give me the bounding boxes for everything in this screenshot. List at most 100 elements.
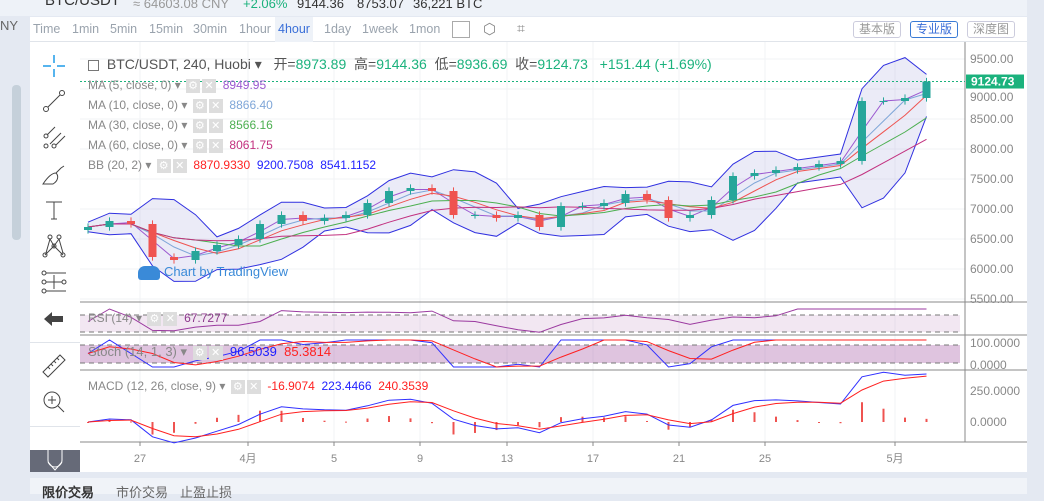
high-value: 9144.36 bbox=[376, 56, 427, 72]
trend-line-icon[interactable] bbox=[40, 87, 68, 115]
tab-market[interactable]: 市价交易 bbox=[116, 485, 169, 500]
timeframe-4hour[interactable]: 4hour bbox=[275, 17, 313, 42]
view-button-0[interactable]: 基本版 bbox=[853, 21, 902, 38]
timeframe-5min[interactable]: 5min bbox=[110, 22, 138, 36]
ticker-bar: NY BTC/USDT ≈ 64603.08 CNY +2.06% 9144.3… bbox=[0, 0, 1027, 33]
bollinger-upper bbox=[87, 57, 927, 238]
back-arrow-icon[interactable] bbox=[40, 305, 68, 333]
candle-body bbox=[406, 188, 415, 191]
tab-limit[interactable]: 限价交易 bbox=[42, 485, 95, 500]
pattern-icon[interactable] bbox=[40, 232, 68, 260]
candle-body bbox=[535, 215, 544, 227]
candle-body bbox=[213, 245, 221, 251]
tradingview-watermark[interactable]: Chart by TradingView bbox=[138, 264, 288, 280]
date-tick-label: 25 bbox=[759, 453, 771, 465]
crosshair-icon[interactable] bbox=[40, 52, 68, 80]
macd-histogram-bar bbox=[775, 416, 777, 422]
chart-canvas[interactable]: 9500.00 9000.00 8500.00 8000.00 7500.00 7000.… bbox=[80, 42, 1027, 472]
candle-body bbox=[621, 194, 630, 203]
timeframe-30min[interactable]: 30min bbox=[193, 22, 228, 36]
candle-body bbox=[793, 167, 802, 170]
symbol-title[interactable]: BTC/USDT, 240, Huobi bbox=[106, 56, 251, 72]
settings-icon[interactable]: ⚙ bbox=[192, 98, 207, 113]
tab-stop[interactable]: 止盈止损 bbox=[180, 485, 233, 500]
macd-histogram-bar bbox=[194, 422, 197, 424]
close-icon[interactable]: ✕ bbox=[202, 78, 217, 93]
macd-histogram-bar bbox=[882, 408, 885, 422]
close-icon[interactable]: ✕ bbox=[208, 98, 223, 113]
ticker-change: +2.06% bbox=[243, 0, 288, 11]
macd-histogram-bar bbox=[689, 422, 691, 428]
ma60-line bbox=[87, 138, 927, 242]
close-icon[interactable]: ✕ bbox=[208, 138, 223, 153]
view-button-2[interactable]: 深度图 bbox=[967, 21, 1016, 38]
macd-histogram-bar bbox=[216, 417, 218, 422]
settings-icon[interactable]: ⚙ bbox=[230, 379, 245, 394]
settings-icon[interactable]: ⚙ bbox=[147, 311, 162, 326]
price-tick-label: 9000.00 bbox=[970, 90, 1014, 104]
timeframe-15min[interactable]: 15min bbox=[149, 22, 184, 36]
measure-lines-icon[interactable] bbox=[40, 268, 68, 296]
macd-histogram-bar bbox=[345, 421, 347, 423]
date-tick-label: 5 bbox=[331, 453, 337, 465]
zoom-in-icon[interactable] bbox=[40, 388, 68, 416]
chart-area[interactable]: 9500.00 9000.00 8500.00 8000.00 7500.00 7000.… bbox=[80, 42, 1027, 472]
timeframe-1day[interactable]: 1day bbox=[324, 22, 352, 36]
candle-body bbox=[148, 224, 157, 257]
settings-icon[interactable]: ⬡ bbox=[483, 21, 497, 38]
order-panel-tabs: 限价交易 市价交易 止盈止损 bbox=[30, 478, 1027, 500]
settings-icon[interactable]: ⚙ bbox=[186, 78, 201, 93]
settings-icon[interactable]: ⚙ bbox=[156, 158, 171, 173]
ma30-legend: MA (30, close, 0) ▾ ⚙ ✕ 8566.16 bbox=[88, 118, 273, 133]
macd-histogram-bar bbox=[753, 412, 756, 422]
close-icon[interactable]: ✕ bbox=[208, 118, 223, 133]
screenshot-icon[interactable]: ⌗ bbox=[517, 20, 525, 36]
settings-icon[interactable]: ⚙ bbox=[192, 138, 207, 153]
stoch-tick-label: 0.0000 bbox=[970, 358, 1007, 372]
timeframe-1hour[interactable]: 1hour bbox=[239, 22, 271, 36]
macd-histogram-bar bbox=[560, 417, 562, 422]
ticker-volume: 36,221 BTC bbox=[413, 0, 483, 11]
collapse-icon[interactable] bbox=[88, 59, 99, 71]
settings-icon[interactable]: ⚙ bbox=[192, 118, 207, 133]
candle-body bbox=[707, 200, 716, 215]
timeframe-1week[interactable]: 1week bbox=[362, 22, 399, 36]
price-tick-label: 5500.00 bbox=[970, 292, 1014, 306]
view-button-1[interactable]: 专业版 bbox=[910, 21, 959, 38]
text-icon[interactable] bbox=[40, 196, 68, 224]
candle-body bbox=[557, 206, 565, 227]
side-scrollbar-thumb[interactable] bbox=[12, 85, 21, 240]
ticker-high: 9144.36 bbox=[297, 0, 344, 11]
candle-body bbox=[772, 170, 780, 173]
page-scrollbar[interactable] bbox=[1029, 42, 1044, 494]
candle-body bbox=[170, 257, 178, 260]
close-icon[interactable]: ✕ bbox=[208, 345, 223, 360]
candle-body bbox=[299, 215, 307, 221]
timeframe-1mon[interactable]: 1mon bbox=[409, 22, 441, 36]
indicators-icon[interactable] bbox=[452, 21, 470, 38]
candle-body bbox=[84, 227, 92, 230]
macd-histogram-bar bbox=[280, 410, 283, 422]
macd-histogram-bar bbox=[861, 402, 863, 422]
currency-cut: NY bbox=[0, 18, 19, 33]
ma5-legend: MA (5, close, 0) ▾ ⚙ ✕ 8949.95 bbox=[88, 78, 267, 93]
low-value: 8936.69 bbox=[456, 56, 508, 72]
settings-icon[interactable]: ⚙ bbox=[192, 345, 207, 360]
timeframe-Time[interactable]: Time bbox=[33, 22, 61, 36]
magnet-icon[interactable] bbox=[30, 450, 80, 472]
close-icon[interactable]: ✕ bbox=[163, 311, 178, 326]
ma10-legend: MA (10, close, 0) ▾ ⚙ ✕ 8866.40 bbox=[88, 98, 273, 113]
macd-histogram-bar bbox=[517, 422, 519, 426]
pitchfork-icon[interactable] bbox=[40, 124, 68, 152]
timeframe-1min[interactable]: 1min bbox=[72, 22, 100, 36]
candle-body bbox=[191, 251, 200, 260]
brush-icon[interactable] bbox=[40, 160, 68, 188]
close-icon[interactable]: ✕ bbox=[172, 158, 187, 173]
date-tick-label: 13 bbox=[501, 453, 513, 465]
price-tick-label: 7500.00 bbox=[970, 172, 1014, 186]
ruler-icon[interactable] bbox=[40, 352, 68, 380]
macd-histogram-bar bbox=[302, 417, 304, 422]
macd-legend: MACD (12, 26, close, 9) ▾ ⚙ ✕ -16.9074 22… bbox=[88, 379, 429, 394]
candle-body bbox=[449, 191, 458, 215]
close-icon[interactable]: ✕ bbox=[246, 379, 261, 394]
